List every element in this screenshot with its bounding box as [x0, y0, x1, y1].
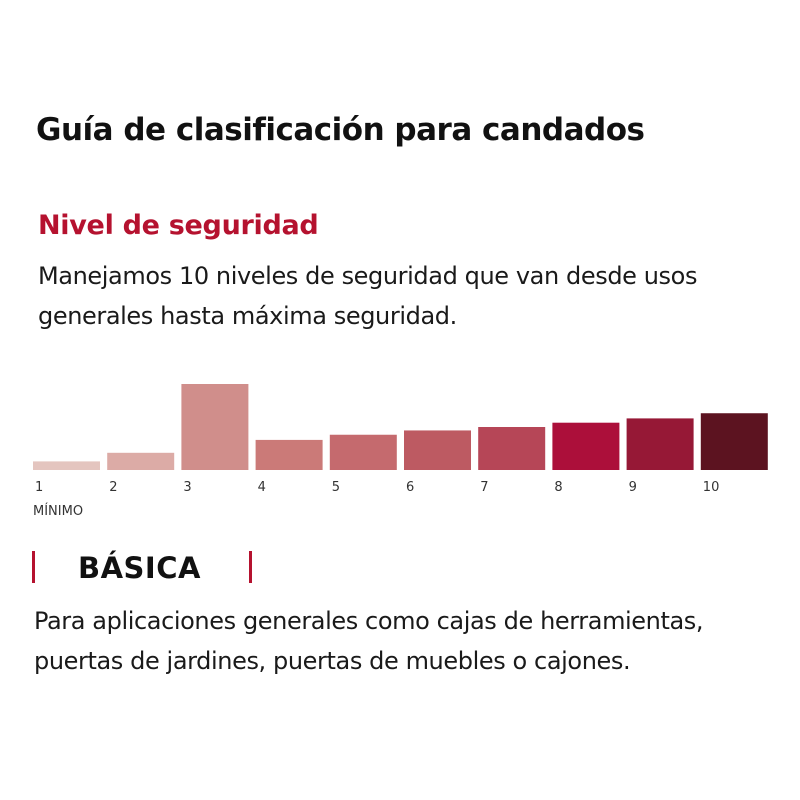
bar-level-7 [478, 427, 546, 470]
bracket-left [32, 551, 35, 583]
tick-label-7: 7 [480, 480, 488, 495]
tick-label-3: 3 [183, 480, 191, 495]
bar-level-4 [255, 439, 323, 470]
tick-label-8: 8 [554, 480, 562, 495]
bar-level-3 [181, 384, 249, 470]
bar-level-5 [329, 434, 397, 470]
level-name: BÁSICA [78, 551, 201, 585]
security-level-chart: 1 2 3 4 5 6 7 8 9 10 MÍNIMO [33, 384, 768, 519]
bar-level-6 [404, 430, 471, 470]
bar-level-10 [700, 413, 768, 470]
tick-label-1: 1 [35, 480, 43, 495]
tick-label-10: 10 [703, 480, 720, 495]
tick-label-6: 6 [406, 480, 414, 495]
bar-level-8 [552, 422, 620, 470]
bracket-right [249, 551, 252, 583]
tick-label-4: 4 [258, 480, 266, 495]
tick-label-2: 2 [109, 480, 117, 495]
page-title: Guía de clasificación para candados [36, 112, 645, 148]
annotation-minimo: MÍNIMO [33, 503, 83, 519]
tick-label-9: 9 [629, 480, 637, 495]
section-subtitle: Nivel de seguridad [38, 210, 319, 241]
level-description: Para aplicaciones generales como cajas d… [34, 607, 704, 675]
tick-label-5: 5 [332, 480, 340, 495]
bar-level-9 [626, 418, 694, 470]
section-intro: Manejamos 10 niveles de seguridad que va… [38, 262, 698, 330]
bar-level-2 [107, 452, 175, 470]
bar-level-1 [33, 461, 100, 470]
